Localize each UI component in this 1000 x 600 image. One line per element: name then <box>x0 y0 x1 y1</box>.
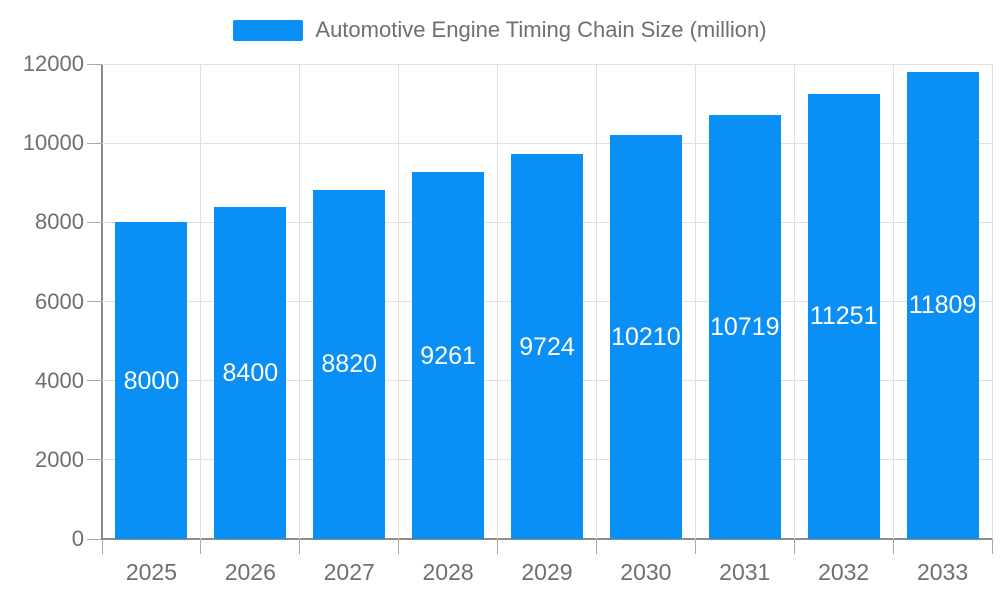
x-axis-tick <box>793 539 795 554</box>
y-axis-tick <box>87 221 101 223</box>
y-tick-label: 2000 <box>35 446 84 472</box>
x-tick-label: 2026 <box>224 559 276 585</box>
bar: 10719 <box>708 114 781 539</box>
y-tick-label: 4000 <box>35 367 84 393</box>
gridline-vertical <box>200 64 202 539</box>
y-tick-label: 6000 <box>35 288 84 314</box>
legend-item[interactable]: Automotive Engine Timing Chain Size (mil… <box>0 17 1000 43</box>
x-axis-tick <box>299 539 301 554</box>
x-axis-tick <box>892 539 894 554</box>
x-axis-tick <box>694 539 696 554</box>
bar-value-label: 10719 <box>710 312 780 341</box>
gridline-vertical <box>299 64 301 539</box>
x-tick-label: 2027 <box>323 559 375 585</box>
plot-area: 8000 8400 8820 9261 9724 10210 10719 11251 11809 <box>87 63 993 554</box>
gridline-vertical <box>793 64 795 539</box>
y-axis-tick <box>87 538 101 540</box>
gridline-vertical <box>694 64 696 539</box>
x-axis-tick <box>200 539 202 554</box>
y-axis-tick <box>87 142 101 144</box>
x-tick-label: 2030 <box>620 559 672 585</box>
legend-label: Automotive Engine Timing Chain Size (mil… <box>315 17 767 42</box>
bar: 9724 <box>511 154 583 539</box>
bar: 9261 <box>412 172 485 539</box>
bar: 10210 <box>609 134 682 539</box>
x-tick-label: 2029 <box>521 559 573 585</box>
x-axis-tick <box>991 539 993 554</box>
gridline-vertical <box>398 64 400 539</box>
y-tick-label: 10000 <box>22 130 84 156</box>
x-tick-label: 2031 <box>719 559 771 585</box>
x-tick-label: 2033 <box>916 559 969 585</box>
legend-swatch <box>233 19 304 41</box>
bar-value-label: 8000 <box>123 366 180 395</box>
y-axis-tick <box>87 380 101 382</box>
bar-value-label: 9261 <box>420 341 476 370</box>
bar: 11251 <box>807 93 880 539</box>
gridline-horizontal <box>102 142 992 144</box>
bar-value-label: 11809 <box>908 291 977 320</box>
x-tick-label: 2028 <box>422 559 474 585</box>
bar: 8820 <box>313 189 386 539</box>
y-tick-label: 0 <box>71 526 84 551</box>
gridline-vertical <box>595 64 597 539</box>
bar: 8400 <box>214 206 287 539</box>
gridline-vertical <box>991 64 993 539</box>
y-tick-label: 12000 <box>22 51 84 76</box>
gridline-vertical <box>497 64 499 539</box>
x-tick-label: 2032 <box>818 559 870 585</box>
bar: 8000 <box>115 222 188 539</box>
bar-value-label: 8400 <box>222 358 279 387</box>
bar-value-label: 10210 <box>611 322 681 351</box>
y-axis-tick <box>87 301 101 302</box>
y-axis-tick <box>87 459 101 461</box>
x-axis-tick <box>398 539 400 554</box>
x-axis-tick <box>497 539 499 554</box>
gridline-vertical <box>892 64 894 539</box>
bar-value-label: 9724 <box>519 332 575 361</box>
x-axis-line <box>101 538 993 540</box>
bar-value-label: 8820 <box>321 350 378 379</box>
bar-value-label: 11251 <box>809 302 878 331</box>
x-axis-tick <box>101 539 103 554</box>
y-tick-label: 8000 <box>35 209 84 235</box>
x-axis-tick <box>595 539 597 554</box>
gridline-horizontal <box>102 63 992 65</box>
x-tick-label: 2025 <box>125 559 178 585</box>
y-axis-tick <box>87 63 101 65</box>
bar: 11809 <box>906 71 979 539</box>
